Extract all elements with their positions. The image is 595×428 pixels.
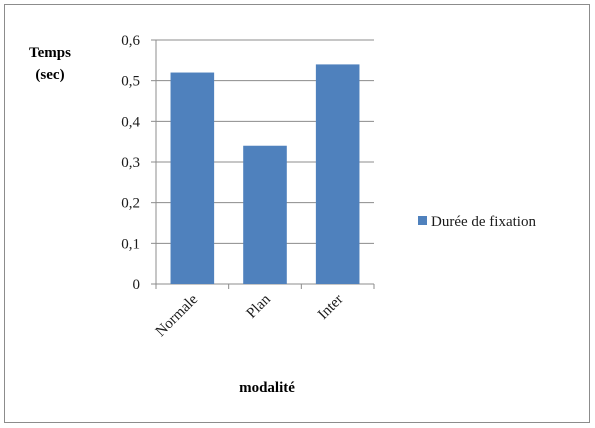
y-tick-label: 0,6: [121, 33, 140, 49]
y-axis-title-line-1: Temps: [29, 45, 71, 61]
legend-swatch: [418, 216, 427, 225]
bars: [170, 64, 360, 285]
y-tick-label: 0,3: [121, 155, 140, 171]
legend: Durée de fixation: [418, 214, 536, 230]
y-tick-label: 0,5: [121, 74, 140, 90]
x-axis-title: modalité: [239, 380, 295, 396]
bar-plan: [243, 145, 287, 284]
bar-normale: [170, 72, 215, 285]
tick-labels: 0 0,1 0,2 0,3 0,4 0,5 0,6 Normale Plan Inter: [121, 33, 346, 340]
y-tick-label: 0,2: [121, 196, 140, 212]
y-tick-label: 0,4: [121, 114, 140, 130]
bar-inter: [315, 64, 360, 285]
x-tick-label: Plan: [244, 291, 275, 322]
x-tick-label: Inter: [315, 292, 346, 323]
x-tick-label: Normale: [153, 291, 202, 340]
y-axis-title-line-2: (sec): [35, 67, 64, 83]
y-tick-label: 0,1: [121, 236, 140, 252]
y-tick-label: 0: [133, 277, 141, 293]
legend-label: Durée de fixation: [431, 214, 536, 230]
chart-frame: [4, 4, 590, 423]
